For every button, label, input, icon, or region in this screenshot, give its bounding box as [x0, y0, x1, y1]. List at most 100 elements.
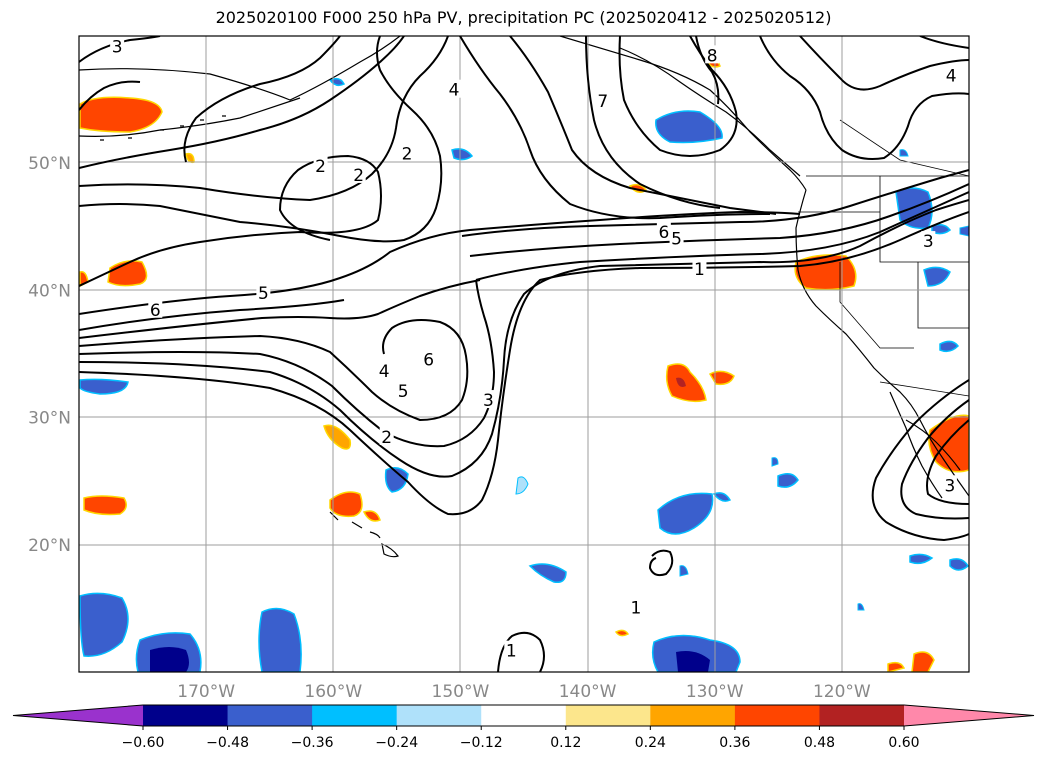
colorbar-tick-label: −0.60: [122, 735, 165, 751]
pv-contour-line: [79, 299, 345, 331]
contour-label: 2: [315, 157, 326, 177]
colorbar-segment: [227, 705, 313, 726]
contour-label: 2: [381, 428, 392, 448]
precip-negative-area: [515, 476, 529, 495]
lon-tick-label: 120°W: [813, 682, 871, 702]
coastlines: [79, 36, 969, 558]
precip-negative-area: [679, 565, 689, 577]
contour-label-bg: [148, 299, 163, 318]
lat-tick-label: 20°N: [28, 536, 71, 556]
pv-contour-line: [79, 279, 496, 448]
precip-negative-area: [939, 340, 959, 353]
precip-negative-area: [959, 225, 969, 237]
precip-negative-area: [79, 592, 129, 657]
pv-contour-line: [183, 36, 341, 163]
contour-label: 5: [671, 230, 682, 250]
coastline-baja: [889, 391, 943, 499]
contour-label: 6: [150, 301, 161, 321]
hawaii-islands: [329, 511, 399, 558]
contour-label: 3: [112, 37, 123, 57]
precip-negative-area: [712, 492, 732, 502]
precip-negative-area: [258, 607, 302, 672]
contour-label: 6: [423, 350, 434, 370]
contour-label-bg: [504, 640, 519, 659]
contour-label: 4: [946, 67, 957, 87]
contour-label-bg: [377, 360, 392, 379]
lon-tick-label: 170°W: [177, 682, 235, 702]
precip-negative-area: [657, 492, 714, 535]
pv-contour-line: [799, 36, 969, 91]
precip-shading: [79, 56, 969, 672]
coastline-west-us: [795, 189, 969, 497]
pv-contour-line: [79, 199, 969, 478]
lon-tick-label: 160°W: [304, 682, 362, 702]
contour-label-bg: [942, 475, 957, 494]
precip-negative-area: [150, 647, 189, 672]
contour-label: 1: [630, 598, 641, 618]
precip-negative-area: [949, 558, 969, 571]
contour-label: 5: [258, 284, 269, 304]
pv-contour-line: [618, 36, 738, 157]
colorbar-segment: [734, 705, 820, 726]
precip-positive-area: [794, 254, 857, 291]
contour-label-bg: [628, 597, 643, 616]
pv-contour-line: [759, 36, 969, 160]
contour-label: 3: [923, 232, 934, 252]
pv-contour-line: [79, 210, 801, 315]
colorbar-tick-label: 0.48: [804, 735, 835, 751]
pv-contour-line: [459, 36, 771, 220]
coastline-bc-inner: [619, 47, 801, 177]
precip-negative-area: [923, 266, 951, 287]
precip-negative-area: [655, 110, 723, 144]
precip-positive-area: [329, 491, 363, 518]
border-canada-bc: [839, 119, 969, 177]
contour-label-bg: [396, 381, 411, 400]
precip-negative-area: [899, 149, 909, 157]
colorbar-segment: [396, 705, 482, 726]
colorbar-segment: [312, 705, 398, 726]
pv-contour-line: [871, 379, 969, 542]
colorbar-tick-label: 0.12: [550, 735, 581, 751]
contour-label-bg: [692, 259, 707, 278]
colorbar-segment: [481, 705, 567, 726]
lon-tick-label: 150°W: [432, 682, 490, 702]
colorbar-tick-label: −0.24: [375, 735, 418, 751]
lat-tick-label: 50°N: [28, 154, 71, 174]
longitude-tick-labels: 170°W 160°W 150°W 140°W 130°W 120°W: [177, 682, 871, 702]
colorbar-tick-label: 0.24: [635, 735, 666, 751]
pv-contour-line: [585, 36, 721, 209]
precip-positive-area: [83, 495, 127, 516]
colorbar-extend-low: [13, 705, 143, 726]
precip-negative-area: [79, 378, 129, 395]
contour-label-bg: [481, 390, 496, 409]
contour-label: 4: [379, 362, 390, 382]
precip-negative-area: [857, 603, 865, 611]
pv-contour-line: [475, 191, 969, 281]
political-borders: [798, 119, 969, 397]
pv-contour-line: [79, 36, 443, 243]
pv-contour-line: [509, 36, 777, 215]
pv-contour-line: [926, 419, 969, 505]
contour-label-bg: [421, 349, 436, 368]
pv-contour-line: [79, 319, 469, 422]
contour-label: 2: [353, 166, 364, 186]
latitude-tick-labels: 50°N 40°N 30°N 20°N: [28, 154, 71, 556]
lat-tick-label: 30°N: [28, 409, 71, 429]
contour-label-bg: [256, 283, 271, 302]
colorbar-tick-label: 0.36: [719, 735, 750, 751]
contour-label: 7: [597, 92, 608, 112]
contour-label-bg: [379, 426, 394, 445]
coastline-alaska: [79, 36, 401, 101]
pv-contour-line: [900, 399, 969, 520]
pv-contour-line: [79, 36, 161, 63]
precip-negative-area: [931, 223, 952, 235]
precip-positive-area: [614, 629, 630, 637]
colorbar-tick-label: −0.36: [291, 735, 334, 751]
contour-label: 8: [707, 46, 718, 66]
contour-label: 4: [449, 81, 460, 101]
pv-contour-line: [497, 631, 545, 672]
precip-negative-area: [528, 563, 567, 584]
precip-positive-area: [887, 661, 906, 672]
